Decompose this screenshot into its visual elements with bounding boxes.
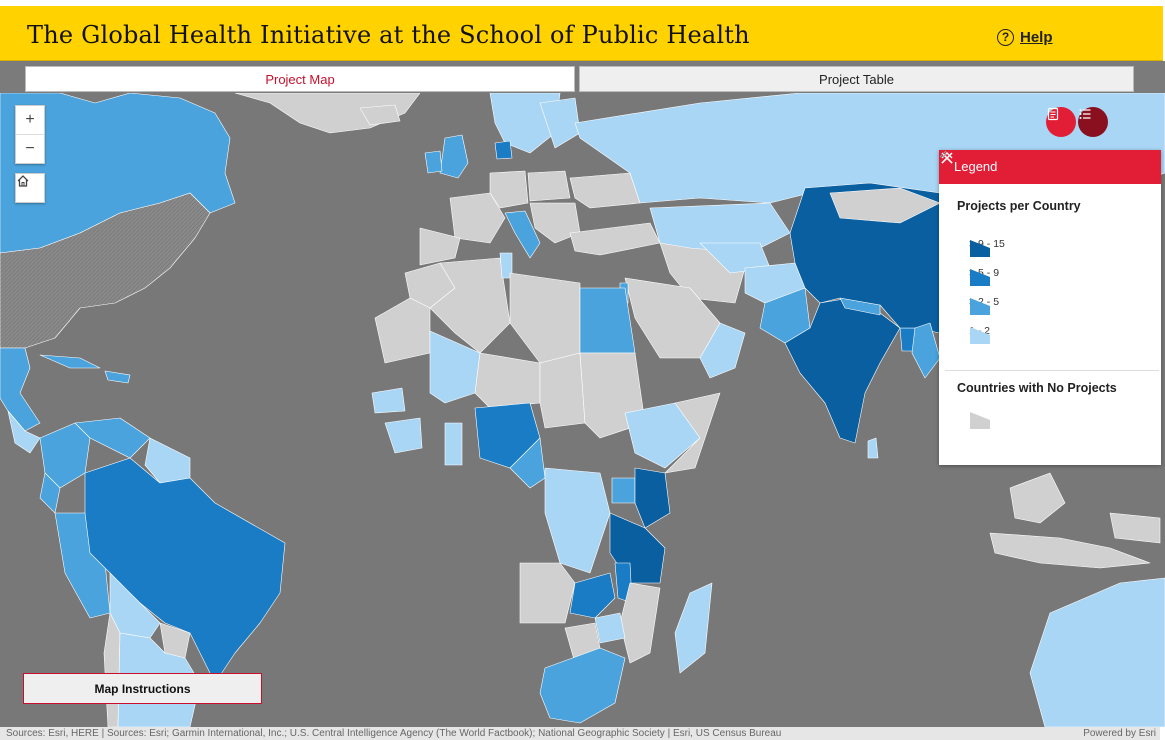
app-title: The Global Health Initiative at the Scho…: [27, 21, 750, 49]
legend-projects-heading: Projects per Country: [957, 199, 1081, 213]
legend-header: Legend: [939, 150, 1161, 184]
zoom-in-button[interactable]: +: [25, 111, 35, 128]
legend-toggle-button[interactable]: [1078, 107, 1108, 137]
legend-divider: [945, 370, 1159, 371]
country-zambia: [569, 572, 616, 619]
country-poland: [527, 170, 571, 202]
map-canvas[interactable]: [0, 93, 1165, 727]
question-circle-icon: ?: [997, 29, 1014, 46]
country-ghana: [444, 422, 463, 466]
powered-by-text[interactable]: Powered by Esri: [1083, 728, 1156, 739]
country-png: [1109, 512, 1161, 544]
map-instructions-button[interactable]: Map Instructions: [23, 673, 262, 704]
country-mongolia: [829, 187, 941, 224]
legend-title: Legend: [954, 159, 998, 174]
country-central-america: [7, 410, 41, 454]
attribution-text: Sources: Esri, HERE | Sources: Esri; Gar…: [6, 728, 782, 739]
home-button[interactable]: [15, 173, 45, 203]
country-italy: [504, 210, 541, 259]
country-chad: [539, 352, 586, 429]
country-denmark: [494, 140, 513, 160]
country-haiti: [104, 370, 131, 384]
legend-swatch: [970, 240, 990, 257]
tab-project-map[interactable]: Project Map: [25, 66, 575, 92]
document-icon: [1047, 107, 1059, 121]
legend-item: > 9 - 15: [969, 238, 1005, 257]
country-iceland: [359, 104, 401, 126]
country-borneo: [1009, 472, 1066, 524]
attribution-bar: Sources: Esri, HERE | Sources: Esri; Gar…: [0, 727, 1160, 740]
country-oman: [699, 322, 746, 379]
close-icon[interactable]: [939, 150, 955, 166]
legend-item: > 5 - 9: [969, 267, 999, 286]
country-australia: [1029, 577, 1165, 727]
country-kenya: [634, 467, 671, 529]
country-balkans: [529, 202, 581, 244]
app-header: The Global Health Initiative at the Scho…: [0, 6, 1163, 61]
country-chile: [103, 612, 121, 727]
country-niger: [474, 352, 541, 409]
country-drc: [544, 467, 611, 574]
country-myanmar: [911, 322, 941, 379]
country-brazil: [84, 457, 286, 684]
country-mauritania: [374, 297, 431, 364]
country-angola: [519, 562, 576, 624]
legend-swatch: [970, 327, 990, 344]
country-somalia: [664, 392, 721, 474]
legend-item: > 2 - 5: [969, 296, 999, 315]
tab-project-table[interactable]: Project Table: [579, 66, 1134, 92]
country-guinea: [384, 417, 423, 454]
help-link[interactable]: ? Help: [997, 29, 1053, 46]
tab-bar: Project Map Project Table: [0, 61, 1165, 93]
country-south-africa: [539, 647, 626, 724]
country-ireland: [424, 150, 443, 174]
list-icon: [1079, 109, 1091, 119]
zoom-control: + −: [15, 105, 45, 164]
country-mozambique: [619, 582, 661, 664]
country-venezuela: [74, 417, 151, 459]
legend-panel: Legend Projects per Country > 9 - 15 > 5…: [939, 150, 1161, 465]
country-germany: [489, 170, 529, 209]
legend-no-projects-heading: Countries with No Projects: [957, 381, 1117, 395]
country-turkey: [569, 222, 661, 256]
country-france: [449, 192, 506, 244]
country-srilanka: [867, 437, 879, 459]
world-map[interactable]: + − Legend Projects per Country: [0, 93, 1165, 727]
country-uk: [439, 134, 469, 179]
legend-swatch: [970, 298, 990, 315]
country-libya: [509, 272, 581, 364]
country-usa: [0, 192, 211, 349]
country-senegal: [371, 387, 406, 414]
country-madagascar: [674, 582, 713, 674]
country-mexico: [0, 347, 41, 432]
home-icon: [17, 175, 29, 187]
country-ethiopia: [624, 402, 701, 469]
help-label[interactable]: Help: [1020, 29, 1053, 46]
country-zimbabwe: [594, 612, 626, 644]
country-cuba: [39, 354, 101, 369]
zoom-out-button[interactable]: −: [16, 134, 44, 163]
country-mali: [429, 330, 481, 404]
legend-item: 1 - 2: [969, 325, 990, 344]
details-toggle-button[interactable]: [1046, 107, 1076, 137]
country-indonesia: [989, 532, 1151, 569]
resize-grip-icon[interactable]: [939, 150, 947, 158]
country-uganda: [611, 477, 636, 504]
country-ukraine: [569, 172, 641, 209]
country-egypt: [579, 287, 636, 354]
legend-swatch: [970, 269, 990, 286]
country-spain: [419, 227, 461, 266]
